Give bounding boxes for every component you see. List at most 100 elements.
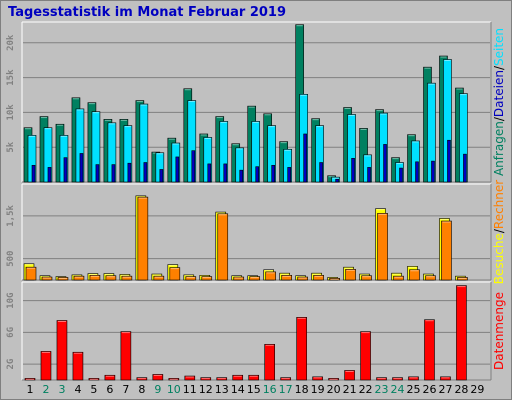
bar-rechner <box>281 274 292 281</box>
x-tick-label-day: 17 <box>279 383 293 396</box>
panel-2-legend: Datenmenge <box>492 292 506 370</box>
bar-rechner <box>297 276 308 281</box>
bar-datenmenge <box>376 377 387 381</box>
bar-datenmenge <box>248 374 260 381</box>
bar-rechner <box>73 275 85 281</box>
bar-dateien <box>399 167 403 183</box>
bar-datenmenge <box>24 378 36 381</box>
bar-rechner <box>329 277 340 281</box>
bar-rechner <box>409 269 420 281</box>
bar-datenmenge <box>184 375 196 381</box>
x-tick-label-day: 21 <box>343 383 357 396</box>
bar-rechner <box>265 271 276 281</box>
bar-rechner <box>41 276 53 281</box>
x-tick-label-day: 29 <box>470 383 484 396</box>
bar-rechner <box>105 275 117 281</box>
bar-datenmenge <box>72 351 84 381</box>
bar-rechner <box>457 277 468 281</box>
bar-datenmenge <box>200 377 212 381</box>
panel-0-y-tick-label: 5k <box>6 141 16 152</box>
legend-entry: Besuche <box>492 233 506 284</box>
bar-datenmenge <box>232 374 244 381</box>
bar-datenmenge <box>408 376 419 381</box>
legend-entry: Datenmenge <box>492 292 506 370</box>
legend-entry: Anfragen <box>492 121 506 176</box>
panel-1-legend: Besuche/Rechner <box>492 180 506 284</box>
bar-dateien <box>175 156 180 183</box>
panel-0-legend: Anfragen/Dateien/Seiten <box>492 28 506 176</box>
bar-rechner <box>185 276 197 281</box>
bar-dateien <box>207 163 212 183</box>
panel-0-y-tick-label: 15k <box>6 69 16 86</box>
bar-datenmenge <box>424 319 435 381</box>
bar-rechner <box>345 269 356 281</box>
bar-rechner <box>441 220 452 281</box>
x-tick-label-day: 5 <box>90 383 97 396</box>
bar-datenmenge <box>392 377 403 381</box>
x-tick-label-day: 2 <box>42 383 49 396</box>
bar-rechner <box>89 274 101 281</box>
bar-rechner <box>25 266 37 281</box>
x-tick-label-day: 7 <box>122 383 129 396</box>
bar-rechner <box>377 213 388 281</box>
x-tick-label-day: 6 <box>106 383 113 396</box>
bar-dateien <box>79 153 84 183</box>
legend-entry: Dateien <box>492 70 506 117</box>
bar-datenmenge <box>216 377 228 381</box>
bar-dateien <box>255 166 260 183</box>
bar-dateien <box>431 160 435 183</box>
legend-entry: Seiten <box>492 28 506 66</box>
bar-dateien <box>303 133 307 183</box>
bar-datenmenge <box>264 343 275 381</box>
x-tick-label-day: 1 <box>27 383 34 396</box>
panel-2-y-tick-label: 2G <box>6 359 16 370</box>
bar-datenmenge <box>104 374 116 381</box>
panel-1-y-tick-label: 1,5k <box>6 204 16 226</box>
bar-datenmenge <box>280 377 291 381</box>
bar-dateien <box>463 153 467 183</box>
page-title: Tagesstatistik im Monat Februar 2019 <box>8 5 286 20</box>
bar-dateien <box>287 167 291 183</box>
x-tick-label-day: 25 <box>407 383 421 396</box>
x-tick-label-day: 16 <box>263 383 277 396</box>
bar-datenmenge <box>88 378 100 381</box>
bar-dateien <box>271 164 275 183</box>
bar-datenmenge <box>136 377 148 381</box>
x-tick-label-day: 18 <box>295 383 309 396</box>
bar-datenmenge <box>328 378 339 381</box>
bar-datenmenge <box>168 378 180 381</box>
bar-dateien <box>239 169 244 183</box>
x-tick-label-day: 11 <box>183 383 197 396</box>
x-tick-label-day: 15 <box>247 383 261 396</box>
bar-dateien <box>367 167 371 183</box>
x-tick-label-day: 24 <box>391 383 405 396</box>
x-tick-label-day: 20 <box>327 383 341 396</box>
x-tick-label-day: 27 <box>438 383 452 396</box>
bar-dateien <box>127 162 132 183</box>
bar-dateien <box>47 167 52 183</box>
bar-dateien <box>31 164 36 183</box>
x-tick-label-day: 19 <box>311 383 325 396</box>
x-tick-label-day: 22 <box>359 383 373 396</box>
bar-dateien <box>111 164 116 183</box>
bar-datenmenge <box>56 320 68 381</box>
x-tick-label-day: 10 <box>167 383 181 396</box>
bar-dateien <box>351 158 355 183</box>
legend-entry: / <box>492 228 506 233</box>
x-tick-label-day: 12 <box>199 383 213 396</box>
x-tick-label-day: 8 <box>138 383 145 396</box>
panel-2-y-tick-label: 6G <box>6 327 16 338</box>
bar-rechner <box>425 275 436 281</box>
bar-rechner <box>121 275 133 281</box>
panel-2-y-tick-label: 10G <box>6 293 16 309</box>
panel-1-background <box>22 184 491 280</box>
panel-1-y-tick-label: 500 <box>6 251 16 267</box>
bar-rechner <box>361 275 372 281</box>
bar-dateien <box>159 169 164 183</box>
bar-dateien <box>95 164 100 183</box>
x-tick-label-day: 4 <box>74 383 81 396</box>
bar-rechner <box>137 196 149 281</box>
bar-dateien <box>191 150 196 183</box>
bar-datenmenge <box>360 331 371 381</box>
